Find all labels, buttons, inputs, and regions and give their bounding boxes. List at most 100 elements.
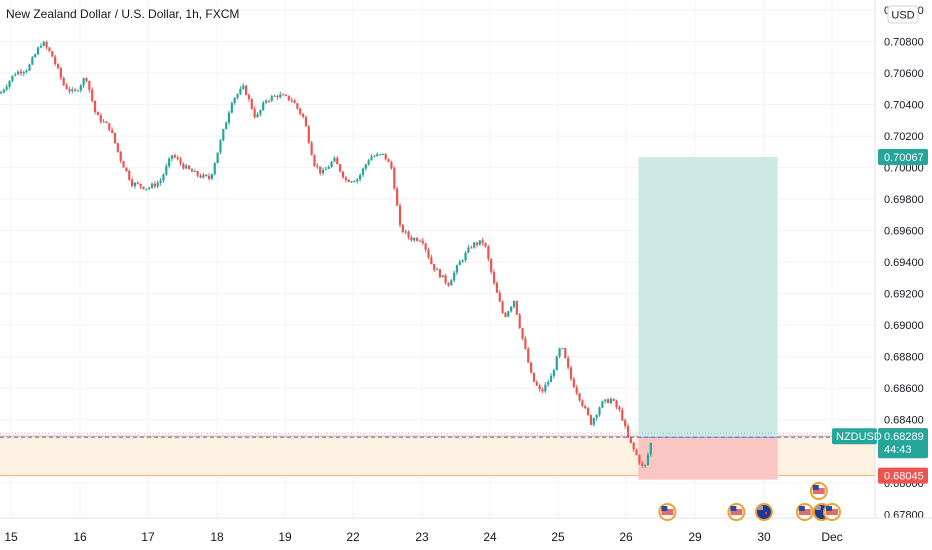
price-axis[interactable]: 0.710000.708000.706000.704000.702000.700… bbox=[832, 0, 928, 521]
candle-body bbox=[581, 400, 584, 406]
candle bbox=[584, 404, 587, 410]
candle bbox=[612, 398, 615, 402]
candle-body bbox=[188, 165, 191, 170]
candle bbox=[168, 156, 171, 169]
candle-body bbox=[629, 437, 632, 443]
symbol-label-badge[interactable]: NZDUSD bbox=[832, 428, 882, 445]
target-price-badge[interactable]: 0.70067 bbox=[878, 149, 928, 166]
nz-flag-icon[interactable] bbox=[755, 503, 773, 521]
candle-body bbox=[79, 85, 82, 91]
flag-stripe bbox=[826, 511, 838, 513]
candle bbox=[125, 167, 128, 173]
candle bbox=[572, 376, 575, 388]
candle bbox=[219, 138, 222, 155]
candle-body bbox=[111, 129, 114, 133]
candle-body bbox=[199, 175, 202, 178]
candle bbox=[447, 282, 450, 287]
candle bbox=[262, 100, 265, 111]
candle-body bbox=[245, 85, 248, 96]
event-markers[interactable] bbox=[658, 482, 841, 521]
time-axis[interactable]: 15 16 17 18 19 22 23 24 25 26 29 30 Dec bbox=[0, 517, 932, 544]
candle-body bbox=[82, 78, 85, 86]
profit-zone[interactable] bbox=[638, 157, 778, 438]
us-flag-icon[interactable] bbox=[823, 503, 841, 521]
candle-body bbox=[25, 70, 28, 72]
candle bbox=[364, 163, 367, 171]
candle bbox=[495, 281, 498, 293]
candle bbox=[225, 121, 228, 130]
candle-body bbox=[34, 54, 37, 58]
candle-body bbox=[635, 449, 638, 456]
flag-stripe bbox=[798, 511, 811, 513]
candle bbox=[113, 132, 117, 144]
candle-body bbox=[316, 165, 319, 167]
candle-body bbox=[587, 407, 590, 416]
candle-body bbox=[219, 140, 222, 153]
us-flag-icon[interactable] bbox=[658, 503, 677, 521]
candle bbox=[478, 240, 481, 246]
candle bbox=[410, 235, 413, 242]
candle bbox=[267, 99, 270, 104]
candle-body bbox=[304, 116, 308, 127]
candle-body bbox=[367, 160, 370, 165]
candle-body bbox=[273, 95, 276, 97]
loss-zone[interactable] bbox=[638, 437, 778, 480]
candle bbox=[45, 40, 48, 50]
candle-body bbox=[339, 164, 342, 172]
candle-body bbox=[641, 463, 644, 466]
candle-body bbox=[396, 188, 399, 206]
candle bbox=[407, 230, 410, 240]
candle-body bbox=[287, 95, 290, 101]
candle bbox=[156, 180, 159, 189]
price-tick-label: 0.69800 bbox=[884, 194, 924, 206]
candle-body bbox=[624, 420, 627, 426]
candle bbox=[484, 242, 487, 248]
candle bbox=[82, 77, 85, 88]
candle bbox=[2, 88, 5, 94]
zone-bottom-price-badge[interactable]: 0.68045 bbox=[878, 467, 928, 484]
candle bbox=[609, 397, 612, 405]
candle bbox=[373, 154, 376, 158]
candle bbox=[453, 270, 456, 283]
candle-body bbox=[85, 78, 88, 81]
us-flag-icon[interactable] bbox=[809, 482, 828, 500]
candle-body bbox=[239, 88, 242, 95]
candle-body bbox=[564, 348, 567, 359]
candle-body bbox=[398, 205, 402, 225]
candle bbox=[31, 56, 34, 66]
flag-canton bbox=[815, 506, 821, 510]
candle-body bbox=[481, 240, 484, 244]
price-tick-label: 0.70400 bbox=[884, 100, 924, 112]
candle-body bbox=[190, 169, 194, 172]
candle-body bbox=[131, 179, 134, 187]
candle-body bbox=[136, 182, 139, 184]
candle-body bbox=[51, 51, 54, 57]
candle bbox=[398, 203, 402, 228]
candle-body bbox=[341, 171, 345, 178]
candle-body bbox=[91, 89, 94, 101]
candle-body bbox=[510, 306, 513, 312]
candle bbox=[350, 181, 353, 184]
candle bbox=[8, 80, 11, 89]
candle-body bbox=[256, 114, 259, 118]
candle bbox=[153, 181, 156, 189]
currency-button[interactable]: USD bbox=[887, 5, 919, 24]
candle bbox=[632, 441, 635, 452]
candle-body bbox=[259, 110, 262, 115]
candle bbox=[170, 155, 174, 162]
candle bbox=[136, 181, 139, 185]
us-flag-icon[interactable] bbox=[795, 503, 814, 521]
candle-body bbox=[68, 89, 71, 92]
candle-body bbox=[498, 292, 501, 302]
candle bbox=[564, 347, 567, 359]
candle bbox=[133, 181, 137, 189]
candle-body bbox=[638, 455, 641, 464]
candle-body bbox=[401, 224, 404, 233]
flag-canton bbox=[661, 506, 668, 511]
us-flag-icon[interactable] bbox=[727, 503, 746, 521]
candle bbox=[93, 100, 97, 115]
candle-body bbox=[65, 85, 68, 90]
